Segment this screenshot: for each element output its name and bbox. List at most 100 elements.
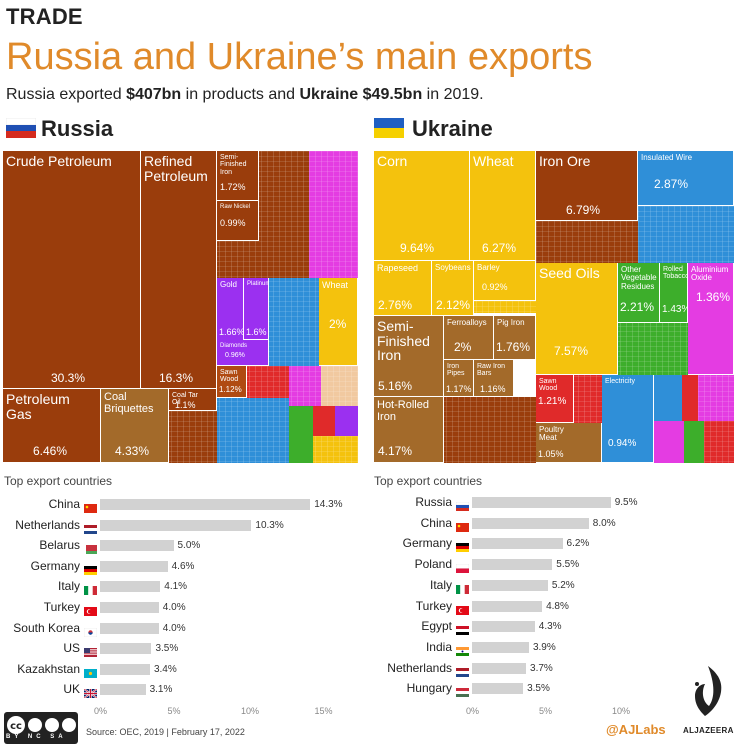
russia-bar-kazakhstan (100, 663, 150, 675)
russia-bar-italy (100, 581, 161, 593)
ukraine-flag-germany-icon (456, 539, 469, 553)
russia-tile-label: Refined Petroleum (144, 153, 208, 184)
russia-flag-belarus-icon (84, 541, 97, 555)
russia-flag-uk-icon (83, 685, 98, 700)
russia-bar-value-netherlands: 10.3% (255, 519, 284, 531)
russia-country-label-kazakhstan: Kazakhstan (17, 661, 80, 676)
ukraine-tile-poultry-meat: Poultry Meat 1.05% (536, 423, 602, 463)
page-title: Russia and Ukraine’s main exports (6, 36, 593, 78)
ukraine-tile-value: 0.92% (482, 282, 508, 292)
russia-treemap: Crude Petroleum 30.3% Refined Petroleum 16.… (3, 151, 358, 463)
ukraine-axis-tick: 10% (612, 706, 631, 716)
russia-tile-label: Sawn Wood (220, 369, 239, 384)
russia-tile-crude-petroleum: Crude Petroleum 30.3% (3, 151, 141, 389)
russia-bar-value-china: 14.3% (314, 499, 343, 510)
subtitle-russia-value: $407bn (126, 86, 182, 103)
ukraine-tile-value: 1.21% (538, 396, 567, 407)
ukraine-bar-netherlands (472, 662, 527, 674)
russia-tile-value: 16.3% (159, 371, 194, 385)
ukraine-tile-iron-pipes: Iron Pipes 1.17% (444, 360, 474, 397)
russia-bar-value-kazakhstan: 3.4% (153, 663, 177, 675)
russia-bar-us (100, 643, 152, 655)
ukraine-tile-label: Barley (477, 263, 500, 272)
ukraine-flag-china-icon (456, 519, 469, 532)
subtitle: Russia exported $407bn in products and U… (6, 86, 484, 104)
russia-tile-label: Semi- Finished Iron (220, 154, 247, 176)
ukraine-bar-value-poland: 5.5% (556, 559, 580, 571)
russia-tile-coal-briquettes: Coal Briquettes 4.33% (101, 389, 169, 463)
russia-tile-petroleum-gas: Petroleum Gas 6.46% (3, 389, 101, 463)
russia-bar-value-italy: 4.1% (164, 581, 188, 593)
ukraine-tile-soybeans: Soybeans 2.12% (432, 261, 474, 316)
russia-tile-sawn-wood: Sawn Wood 1.12% (217, 366, 247, 398)
ukraine-tile-value: 2.87% (654, 177, 689, 191)
ukraine-bar-russia (472, 497, 611, 508)
russia-flag-south-korea-icon (83, 624, 98, 637)
russia-flag-us-icon (84, 644, 97, 658)
ukraine-tile-value: 6.27% (482, 241, 517, 255)
ajlabs-handle: @AJLabs (606, 722, 666, 737)
ukraine-tile-label: Insulated Wire (641, 153, 693, 162)
ukraine-tile-label: Other Vegetable Residues (621, 265, 657, 291)
ukraine-tile-label: Sawn Wood (539, 378, 558, 393)
license-text: BY NC SA (6, 734, 67, 740)
ukraine-country-label-russia: Russia (415, 495, 452, 509)
russia-tile-diamonds: Diamonds 0.96% (217, 340, 269, 366)
russia-bar-china (100, 499, 311, 510)
russia-bar-germany (100, 560, 168, 572)
russia-flag-germany-icon (84, 562, 97, 575)
ukraine-tile-ferroalloys: Ferroalloys 2% (444, 316, 494, 360)
ukraine-tile-value: 2% (454, 340, 472, 354)
ukraine-tile-value: 4.17% (378, 444, 413, 458)
russia-tile-value: 4.33% (115, 444, 150, 458)
russia-flag-turkey-icon (84, 603, 97, 616)
ukraine-tile-value: 1.17% (446, 384, 472, 394)
aljazeera-logo-icon (695, 666, 722, 716)
ukraine-tile-value: 1.16% (480, 384, 506, 394)
ukraine-tile-aluminium-oxide: Aluminium Oxide 1.36% (688, 263, 734, 375)
russia-tile-refined-petroleum: Refined Petroleum 16.3% (141, 151, 217, 389)
russia-country-label-us: US (63, 641, 80, 656)
russia-top-export-label: Top export countries (4, 474, 113, 488)
ukraine-tile-label: Iron Pipes (447, 363, 465, 378)
russia-country-label-south-korea: South Korea (13, 620, 80, 635)
ukraine-bar-value-turkey: 4.8% (546, 600, 569, 612)
ukraine-tile-label: Raw Iron Bars (477, 363, 506, 378)
ukraine-country-label-hungary: Hungary (406, 681, 452, 696)
russia-bar-value-uk: 3.1% (149, 684, 173, 696)
ukraine-tile-value: 2.21% (620, 300, 655, 314)
russia-bar-belarus (100, 540, 174, 552)
ukraine-country-label-poland: Poland (414, 557, 452, 572)
kicker: TRADE (6, 4, 83, 29)
subtitle-prefix: Russia exported (6, 86, 127, 103)
russia-tile-label: Wheat (322, 280, 349, 290)
russia-bar-value-belarus: 5.0% (177, 540, 201, 552)
russia-tile-label: Raw Nickel (220, 204, 251, 210)
ukraine-flag-italy-icon (456, 581, 469, 594)
russia-country-label-netherlands: Netherlands (15, 517, 80, 532)
ukraine-tile-wheat: Wheat 6.27% (470, 151, 536, 261)
ukraine-tile-raw-iron-bars: Raw Iron Bars 1.16% (474, 360, 514, 397)
ukraine-treemap: Corn 9.64% Wheat 6.27% Iron Ore 6.79% Insulate… (374, 151, 734, 463)
ukraine-country-label-italy: Italy (429, 577, 452, 592)
ukraine-tile-value: 7.57% (554, 344, 589, 358)
ukraine-flag-netherlands-icon (456, 664, 469, 677)
ukraine-bar-turkey (472, 600, 543, 612)
ukraine-tile-value: 1.05% (538, 449, 564, 459)
ukraine-tile-value: 0.94% (608, 438, 637, 449)
russia-bar-turkey (100, 602, 159, 613)
ukraine-tile-semi-finished-iron: Semi- Finished Iron 5.16% (374, 316, 444, 397)
ukraine-tile-value: 6.79% (566, 203, 601, 217)
ukraine-tile-label: Electricity (605, 378, 635, 385)
russia-bar-uk (100, 684, 146, 696)
creative-commons-icon: cc (4, 712, 78, 744)
russia-tile-wheat: Wheat 2% (319, 278, 358, 366)
ukraine-country-label-india: India (425, 639, 452, 654)
ukraine-bar-value-hungary: 3.5% (527, 683, 550, 695)
russia-bar-netherlands (100, 519, 252, 531)
russia-tile-label: Crude Petroleum (6, 153, 112, 169)
russia-tile-value: 30.3% (51, 371, 86, 385)
ukraine-tile-seed-oils: Seed Oils 7.57% (536, 263, 618, 375)
ukraine-tile-hot-rolled-iron: Hot-Rolled Iron 4.17% (374, 397, 444, 463)
ukraine-axis-tick: 0% (466, 706, 480, 716)
